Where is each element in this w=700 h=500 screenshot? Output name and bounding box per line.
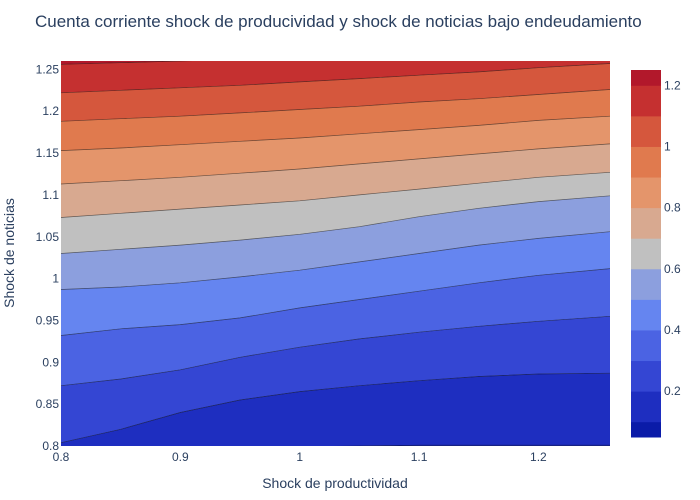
- contour-band: [61, 61, 610, 93]
- contour-band: [61, 195, 610, 290]
- contour-line: [61, 372, 610, 444]
- chart-title: Cuenta corriente shock de producividad y…: [35, 12, 642, 31]
- colorbar-band: [631, 360, 661, 392]
- colorbar-band: [631, 238, 661, 270]
- colorbar-band: [631, 421, 661, 438]
- contour-band: [61, 316, 610, 443]
- x-axis-title: Shock de productividad: [262, 475, 408, 491]
- contour-line: [61, 315, 610, 387]
- contour-band: [61, 89, 610, 151]
- colorbar-band: [631, 115, 661, 147]
- contour-band: [61, 268, 610, 386]
- colorbar-band: [631, 177, 661, 209]
- colorbar-band: [631, 268, 661, 300]
- contour-line: [61, 231, 610, 290]
- colorbar: 0.2 0.4 0.6 0.8 1 1.2: [631, 70, 681, 438]
- y-axis: 0.8 0.85 0.9 0.95 1 1.05 1.1 1.15 1.2 1.25: [36, 62, 60, 453]
- contour-line: [61, 171, 610, 218]
- x-tick-label: 0.9: [172, 450, 189, 464]
- x-axis: 0.8 0.9 1 1.1 1.2: [53, 450, 547, 464]
- colorbar-band: [631, 85, 661, 117]
- contour-line: [61, 63, 610, 94]
- colorbar-tick-label: 0.6: [664, 262, 681, 276]
- y-tick-label: 1: [52, 272, 59, 286]
- contour-line: [61, 143, 610, 185]
- contour-band: [61, 373, 610, 446]
- colorbar-band: [631, 207, 661, 239]
- contour-line: [61, 268, 610, 336]
- y-tick-label: 0.8: [42, 439, 59, 453]
- y-tick-label: 0.85: [36, 397, 60, 411]
- y-tick-label: 1.2: [42, 104, 59, 118]
- colorbar-band: [631, 391, 661, 423]
- contour-line: [61, 89, 610, 122]
- colorbar-tick-label: 0.8: [664, 201, 681, 215]
- colorbar-tick-label: 1: [664, 139, 671, 153]
- x-tick-label: 0.8: [53, 450, 70, 464]
- x-tick-label: 1.1: [411, 450, 428, 464]
- contour-line: [61, 195, 610, 254]
- y-tick-label: 1.15: [36, 146, 60, 160]
- contour-band: [61, 143, 610, 218]
- colorbar-band: [631, 146, 661, 178]
- y-tick-label: 0.95: [36, 313, 60, 327]
- plot-area: [61, 61, 610, 446]
- x-tick-label: 1: [296, 450, 303, 464]
- y-tick-label: 1.25: [36, 62, 60, 76]
- contour-band: [61, 172, 610, 254]
- contour-line: [333, 444, 610, 446]
- colorbar-band: [631, 299, 661, 331]
- colorbar-tick-label: 0.4: [664, 323, 681, 337]
- colorbar-tick-label: 1.2: [664, 78, 681, 92]
- contour-band: [61, 63, 610, 122]
- contour-band: [61, 231, 610, 336]
- contour-band: [61, 116, 610, 184]
- colorbar-band: [631, 329, 661, 362]
- contour-line: [61, 115, 610, 151]
- x-tick-label: 1.2: [530, 450, 547, 464]
- y-tick-label: 1.05: [36, 230, 60, 244]
- colorbar-band: [631, 70, 661, 86]
- y-axis-title: Shock de noticias: [1, 198, 17, 308]
- y-tick-label: 1.1: [42, 188, 59, 202]
- contour-line: [61, 61, 193, 65]
- colorbar-tick-label: 0.2: [664, 384, 681, 398]
- y-tick-label: 0.9: [42, 355, 59, 369]
